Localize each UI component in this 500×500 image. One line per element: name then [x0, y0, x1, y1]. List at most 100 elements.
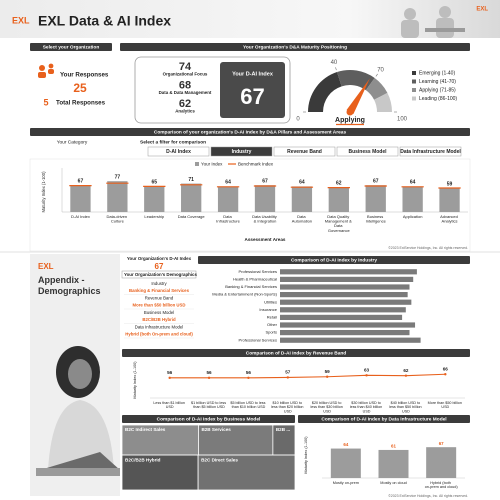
- index-label: Your D-AI Index: [232, 71, 274, 77]
- copyright: ©2023 ExlService Holdings, Inc. All righ…: [388, 246, 468, 250]
- gauge-tick: [375, 73, 378, 77]
- treemap-cell: [121, 454, 199, 491]
- bar: [328, 187, 349, 212]
- section-header: [298, 415, 470, 423]
- text-line: $30 billion USD to: [351, 401, 382, 405]
- text-line: USD: [323, 409, 331, 413]
- y-tick-label: Media & Entertainment (Non-Sports): [212, 292, 277, 297]
- text-line: & Integration: [254, 219, 277, 224]
- value-label: 71: [188, 177, 194, 183]
- bar: [402, 186, 423, 212]
- demographics-header: [121, 270, 197, 279]
- total-label: Total Responses: [56, 100, 106, 107]
- value-label: 59: [447, 181, 453, 187]
- value-label: 62: [403, 368, 409, 373]
- text-line: Governance: [328, 228, 351, 233]
- line-point: [207, 376, 211, 380]
- filter-tab[interactable]: [273, 146, 336, 157]
- value-label: 62: [336, 181, 342, 187]
- text-line: $10 billion USD to: [273, 401, 304, 405]
- section-header: [120, 43, 470, 51]
- text-line: Appendix -: [38, 275, 87, 285]
- x-tick-label: Mostly on cloud: [380, 481, 406, 485]
- filter-label: Select a filter for comparison: [140, 139, 206, 145]
- text-line: Culture: [111, 219, 125, 224]
- gauge-tick-label: 70: [377, 68, 384, 74]
- filter-tab-label[interactable]: Revenue Band: [287, 149, 322, 155]
- y-axis-label: Maturity Index (1-100): [304, 436, 308, 474]
- filter-tab-label[interactable]: Industry: [232, 149, 252, 155]
- x-tick-label: Data-driven Culture: [106, 214, 128, 224]
- text-line: Mostly on cloud: [380, 481, 406, 485]
- value-label: 64: [225, 180, 231, 186]
- bar: [280, 269, 417, 275]
- line-point: [365, 374, 368, 377]
- filter-tab[interactable]: [336, 146, 399, 157]
- bar: [181, 183, 202, 212]
- legend-label: Leading (86-100): [419, 96, 457, 102]
- section-title: Comparison of D-AI Index by Industry: [291, 258, 377, 264]
- text-line: less than $40 billion: [350, 405, 383, 409]
- bar: [365, 185, 386, 212]
- copyright: ©2023 ExlService Holdings, Inc. All righ…: [388, 494, 468, 498]
- text-line: Leadership: [144, 214, 165, 219]
- gauge-band: [308, 72, 342, 112]
- value-label: 66: [443, 366, 449, 371]
- section-title: Select your Organization: [43, 45, 100, 51]
- bar: [217, 186, 239, 212]
- text-line: Automation: [292, 219, 312, 224]
- x-tick-label: Business Intelligence: [366, 214, 387, 224]
- x-tick-label: $20 billion USD to less than $30 billion…: [310, 401, 343, 413]
- filter-tab[interactable]: [210, 146, 273, 157]
- text-line: Data Quality: [327, 214, 350, 219]
- y-tick-label: Utilities: [264, 299, 277, 304]
- pillar-label: Analytics: [175, 109, 195, 114]
- line-point: [325, 375, 329, 378]
- filter-tab-label[interactable]: Data Infrastructure Model: [400, 149, 461, 155]
- x-tick-label: Data Automation: [292, 214, 312, 224]
- filter-tab[interactable]: [399, 146, 462, 157]
- value-label: 64: [299, 180, 305, 186]
- section-header: [30, 43, 112, 51]
- text-line: Demographics: [38, 286, 101, 296]
- field-value: More than $50 billion USD: [132, 302, 185, 307]
- y-tick-label: Sports: [265, 330, 277, 335]
- text-line: Data: [297, 214, 307, 219]
- filter-tab-label[interactable]: Business Model: [348, 149, 387, 155]
- section-title: Comparison of your organization's D-AI I…: [154, 130, 347, 136]
- section-title: Comparison of D-AI Index by Data Infrast…: [321, 417, 446, 423]
- value-label: 57: [285, 370, 291, 375]
- responses-icon: [38, 63, 54, 78]
- legend-label: Applying (71-85): [419, 88, 456, 94]
- text-line: $5 billion USD to less: [230, 401, 266, 405]
- text-line: $1 billion USD to less: [191, 401, 227, 405]
- bar: [280, 330, 410, 336]
- text-line: less than $20 billion: [271, 405, 304, 409]
- text-line: Hybrid (both: [430, 481, 452, 485]
- legend-swatch: [412, 88, 416, 92]
- y-tick-label: Professional Services: [239, 337, 277, 342]
- pillar-value: 68: [179, 79, 191, 91]
- section-header: [122, 415, 295, 423]
- gauge-tick: [335, 67, 337, 71]
- filter-tab-label[interactable]: D-AI Index: [166, 149, 191, 155]
- y-tick-label: Health & Pharmaceutical: [233, 276, 277, 281]
- appendix-index-label: Your Organization's D-AI Index: [127, 256, 192, 261]
- y-tick-label: Banking & Financial Services: [225, 284, 277, 289]
- text-line: USD: [441, 405, 449, 409]
- legend-label: Learning (41-70): [419, 79, 456, 85]
- y-axis-label: Maturity Index (1-100): [133, 361, 137, 399]
- x-tick-label: Application: [403, 214, 423, 219]
- filter-tab[interactable]: [147, 146, 210, 157]
- text-line: Data Coverage: [178, 214, 206, 219]
- value-label: 77: [115, 175, 121, 181]
- treemap-label: B2C Indirect Sales: [125, 427, 166, 432]
- section-title: Comparison of D-AI Index by Revenue Band: [246, 351, 347, 357]
- bar: [280, 307, 406, 313]
- line-point: [444, 373, 447, 376]
- x-tick-label: Advanced Analytics: [440, 214, 459, 224]
- text-line: on-prem and cloud): [425, 485, 459, 489]
- appendix-photo: [36, 346, 120, 476]
- gauge-hub: [346, 108, 354, 116]
